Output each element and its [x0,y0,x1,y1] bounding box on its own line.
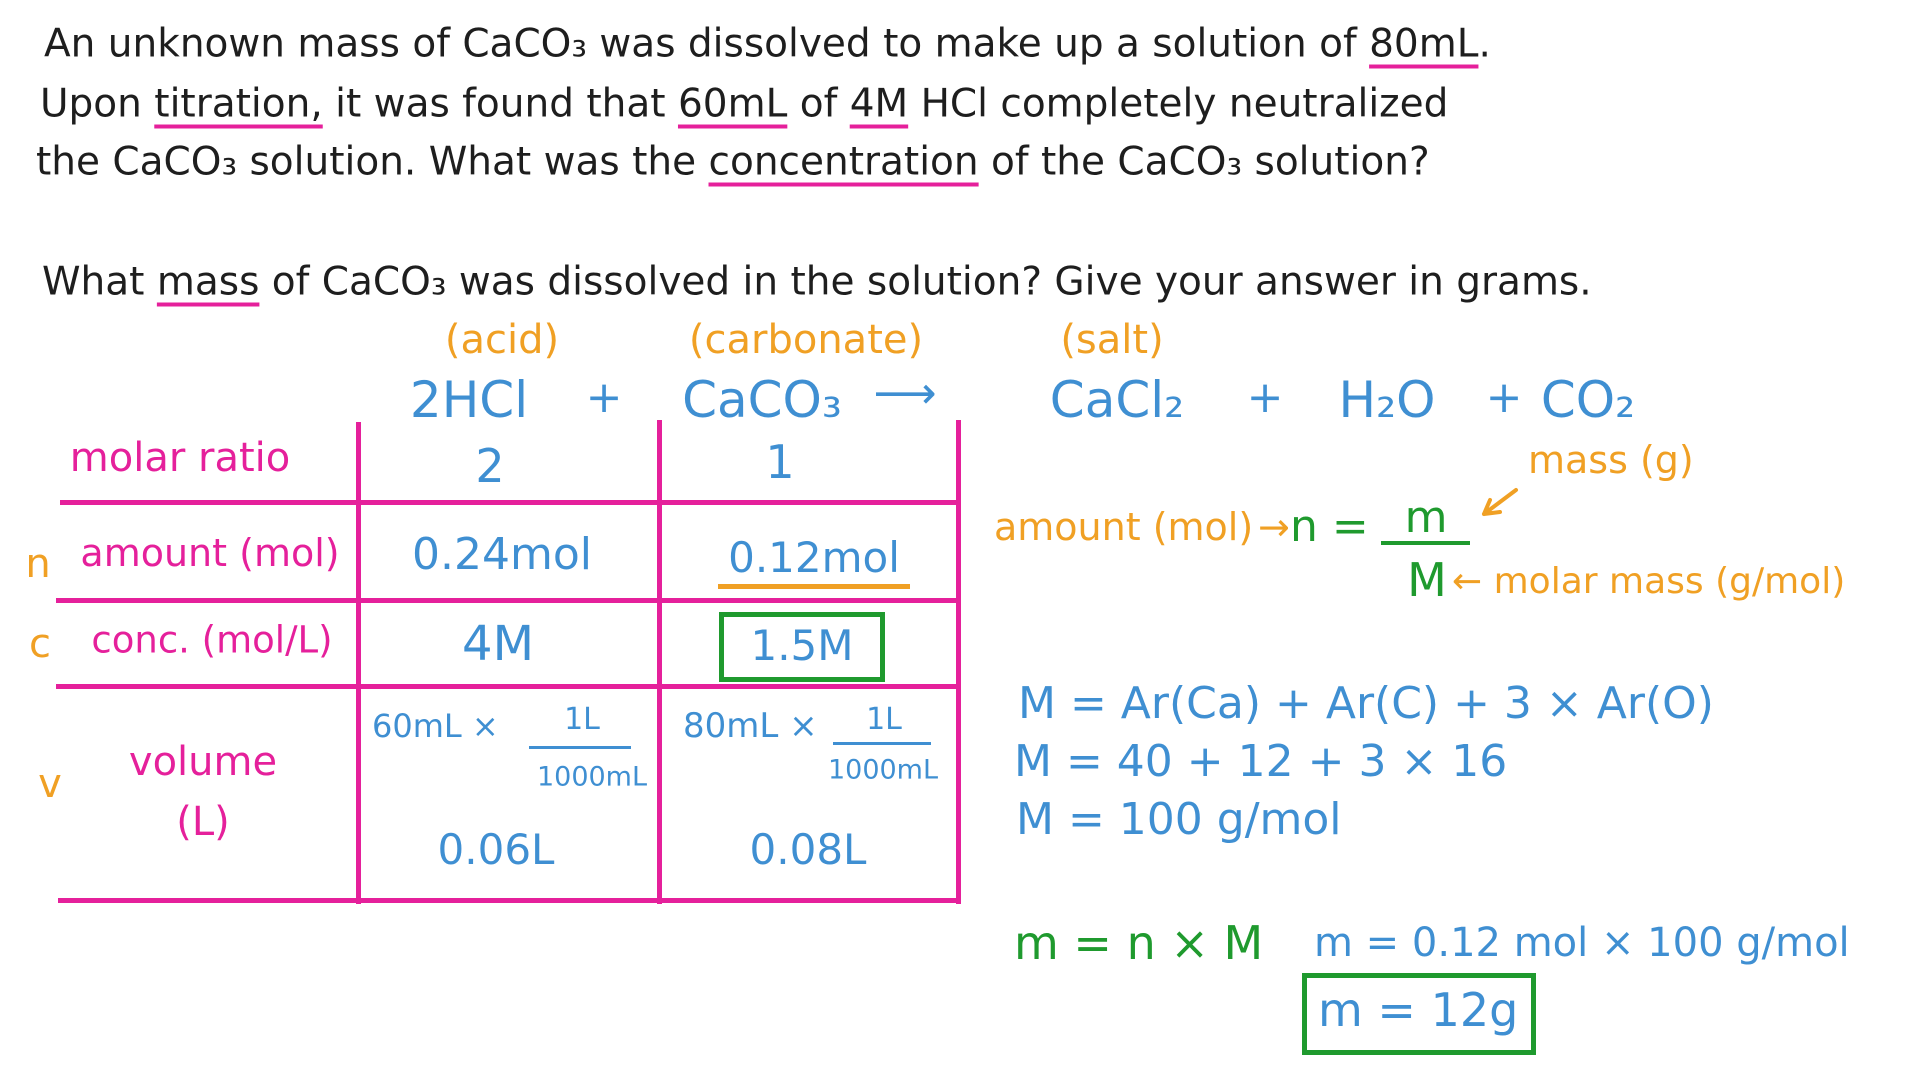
answer-box [1302,973,1536,1055]
equation-term: + [1246,372,1284,423]
equation-term: CaCl₂ [1049,371,1185,429]
table-line [58,898,960,903]
numerator: 1L [866,702,902,737]
text: it was found that [322,81,678,127]
denominator: 1000mL [536,761,648,793]
row-label: amount (mol) [80,531,340,575]
table-line [956,420,961,904]
formula: m [1404,492,1448,543]
fraction-bar [833,742,931,745]
fraction-bar [529,746,631,749]
calculation: m = 0.12 mol × 100 g/mol [1314,920,1850,966]
table-cell: 0.24mol [412,529,592,580]
volume: 80mL × [683,706,818,746]
result: 0.08L [749,825,867,874]
equation-term: CO₂ [1540,371,1636,429]
text: Upon [40,81,155,127]
equation-term: CaCO₃ [682,371,842,429]
row-label: conc. (mol/L) [91,618,333,662]
problem-line: the CaCO₃ solution. What was the concent… [36,143,1430,182]
fraction-bar [1381,541,1470,545]
underlined-text: mass [156,259,260,305]
table-line [657,420,662,904]
equation-term: H₂O [1338,371,1436,429]
question: What mass of CaCO₃ was dissolved in the … [42,263,1592,302]
row-symbol: c [29,621,51,667]
volume: 60mL × [372,707,499,745]
text: What [42,259,157,305]
table-line [56,598,960,603]
equation-term: + [1485,372,1523,423]
text: of CaCO₃ was dissolved in the solution? … [259,259,1592,305]
table-cell: 0.12mol [728,533,900,582]
row-label: molar ratio [69,435,291,481]
answer-box [719,612,885,682]
answer: m = 12g [1318,983,1519,1037]
formula-arrow: → [1258,505,1290,549]
table-line [56,684,960,689]
problem-line: Upon titration, it was found that 60mL o… [40,85,1448,124]
underlined-text: titration, [154,81,323,127]
text: the CaCO₃ solution. What was the [36,139,709,185]
table-cell: 2 [475,439,505,493]
calculation: M = 100 g/mol [1016,794,1342,845]
text: of the CaCO₃ solution? [978,139,1430,185]
equation-term: ⟶ [873,368,937,419]
table-cell: 4M [462,616,534,672]
underlined-text: 4M [849,81,909,127]
equation-label: (acid) [444,317,560,363]
formula: M [1407,553,1447,607]
numerator: 1L [564,702,600,737]
formula-note: ← molar mass (g/mol) [1452,561,1846,602]
equation-term: + [585,372,623,423]
result: 0.06L [437,825,555,874]
row-label: volume [128,739,278,785]
formula: n = [1290,501,1369,552]
formula-note: amount (mol) [994,505,1254,549]
calculation: M = 40 + 12 + 3 × 16 [1014,736,1508,787]
text: . [1478,21,1491,67]
text: of [787,81,850,127]
note-arrow [1482,488,1518,516]
equation-term: 2HCl [409,371,529,429]
highlight-underline [718,584,910,589]
equation-label: (carbonate) [688,317,924,363]
table-cell: 1.5M [750,621,854,670]
underlined-text: 80mL [1369,21,1479,67]
underlined-text: concentration [708,139,979,185]
problem-line: An unknown mass of CaCO₃ was dissolved t… [44,25,1491,64]
row-symbol: n [25,541,51,587]
table-line [356,422,361,904]
denominator: 1000mL [827,754,939,786]
row-symbol: v [38,761,62,807]
text: HCl completely neutralized [908,81,1449,127]
table-cell: 1 [765,435,795,489]
calculation: m = n × M [1014,916,1264,970]
formula-note: mass (g) [1528,438,1694,482]
equation-label: (salt) [1060,317,1164,363]
underlined-text: 60mL [677,81,788,127]
text: An unknown mass of CaCO₃ was dissolved t… [44,21,1370,67]
table-line [60,500,960,505]
calculation: M = Ar(Ca) + Ar(C) + 3 × Ar(O) [1018,678,1714,729]
row-label: (L) [176,799,230,845]
